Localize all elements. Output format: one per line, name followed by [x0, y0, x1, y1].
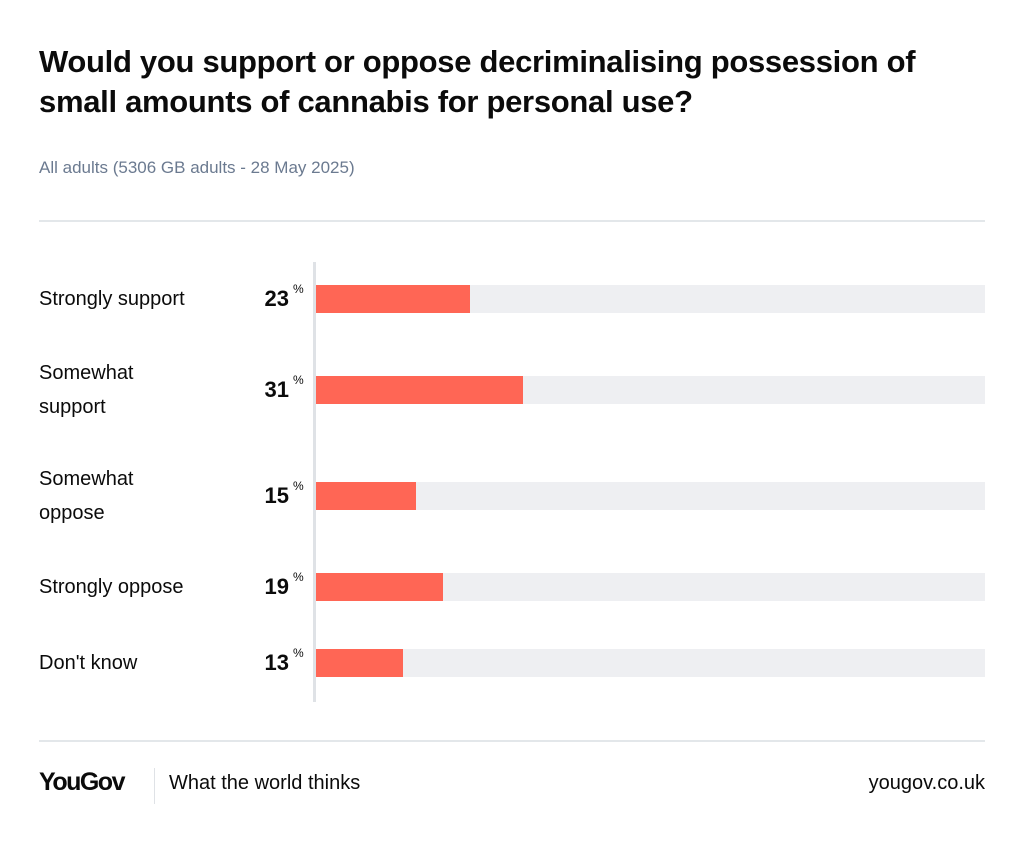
chart-title: Would you support or oppose decriminalis… — [39, 44, 916, 119]
percent-sign: % — [293, 373, 304, 387]
footer-separator — [154, 768, 155, 804]
bar — [316, 573, 444, 601]
bar — [316, 285, 470, 313]
bar-row: Strongly support 23% — [0, 282, 1024, 313]
percent-sign: % — [293, 646, 304, 660]
category-label: Somewhat oppose — [39, 468, 134, 524]
percent-sign: % — [293, 479, 304, 493]
bar — [316, 482, 417, 510]
value-label: 19 — [264, 574, 289, 599]
value-label: 31 — [264, 377, 289, 402]
bar-track — [316, 482, 985, 510]
bar-row: Don't know 13% — [0, 646, 1024, 677]
bar-track — [316, 649, 985, 677]
value-label: 13 — [264, 650, 289, 675]
category-label: Don't know — [39, 652, 138, 674]
value-label: 23 — [264, 286, 289, 311]
top-divider — [39, 220, 985, 222]
bar-track — [316, 285, 985, 313]
value-label: 15 — [264, 483, 289, 508]
bar-track — [316, 573, 985, 601]
bar-row: Somewhat support 31% — [0, 362, 1024, 418]
bar-row: Strongly oppose 19% — [0, 570, 1024, 601]
axis-line — [313, 262, 316, 702]
bar-row: Somewhat oppose 15% — [0, 468, 1024, 524]
category-label: Strongly oppose — [39, 576, 184, 598]
chart-subtitle: All adults (5306 GB adults - 28 May 2025… — [39, 158, 355, 177]
bottom-divider — [39, 740, 985, 742]
percent-sign: % — [293, 570, 304, 584]
yougov-logo: YouGov — [39, 768, 125, 796]
bar — [316, 649, 403, 677]
footer-tagline: What the world thinks — [169, 772, 361, 794]
category-label: Somewhat support — [39, 362, 134, 418]
bar-track — [316, 376, 985, 404]
bar — [316, 376, 524, 404]
percent-sign: % — [293, 282, 304, 296]
footer-url[interactable]: yougov.co.uk — [868, 772, 985, 794]
category-label: Strongly support — [39, 288, 185, 310]
